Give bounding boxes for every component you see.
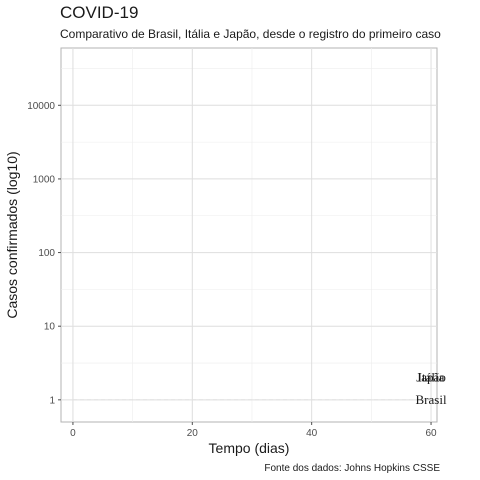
y-axis: 1 10 100 1000 10000: [27, 101, 61, 406]
chart-subtitle: Comparativo de Brasil, Itália e Japão, d…: [60, 27, 441, 41]
chart-caption: Fonte dos dados: Johns Hopkins CSSE: [264, 463, 440, 474]
y-tick-label: 1000: [33, 174, 56, 185]
series-label: Itália: [418, 370, 445, 385]
y-tick-label: 10: [44, 322, 56, 333]
chart-title: COVID-19: [60, 3, 139, 22]
y-axis-title: Casos confirmados (log10): [4, 151, 20, 318]
series-label: Japão: [416, 370, 446, 385]
grid: [61, 48, 437, 422]
x-axis-title: Tempo (dias): [209, 440, 290, 456]
x-axis: 0 20 40 60: [70, 422, 437, 439]
x-tick-label: 0: [70, 428, 76, 439]
plot-panel: [60, 47, 438, 423]
x-tick-label: 20: [187, 428, 199, 439]
y-tick-label: 1: [49, 395, 55, 406]
x-tick-label: 60: [425, 428, 437, 439]
y-tick-label: 100: [38, 248, 55, 259]
x-tick-label: 40: [306, 428, 318, 439]
series-label: Brasil: [416, 392, 447, 407]
y-tick-label: 10000: [27, 101, 55, 112]
